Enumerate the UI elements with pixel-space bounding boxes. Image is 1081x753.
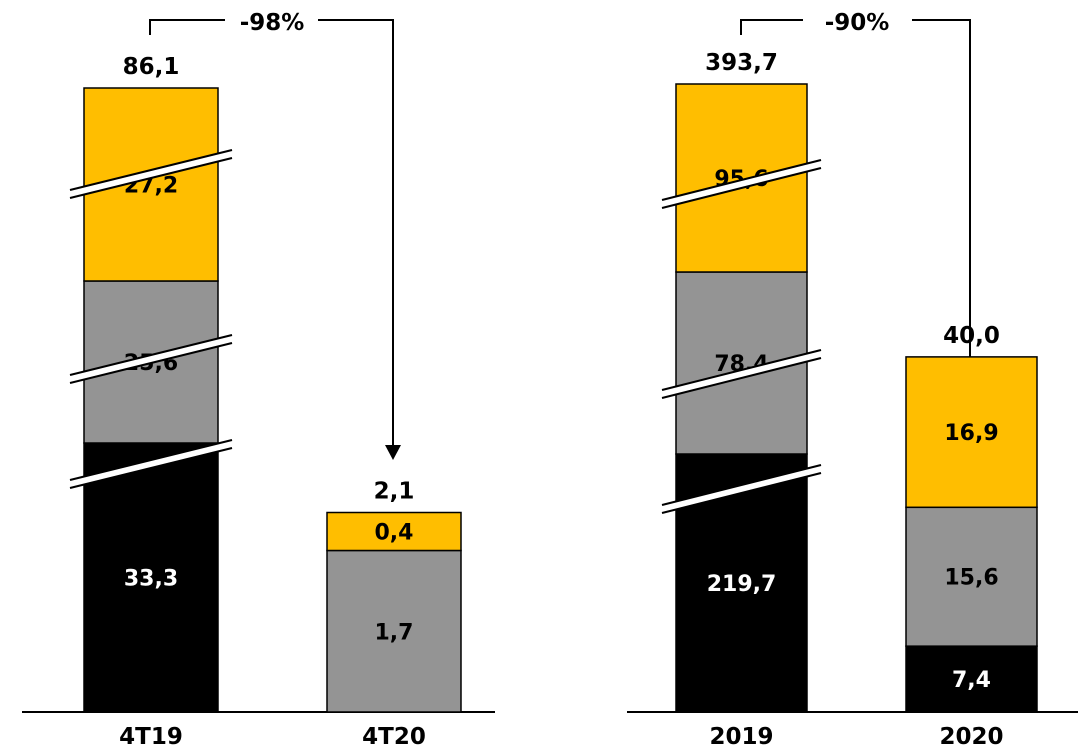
scale-break-line-upper-4T19-2 bbox=[69, 149, 233, 191]
total-label-2020: 40,0 bbox=[943, 323, 1000, 349]
bar-2020-middle bbox=[905, 506, 1038, 647]
change-arrow-left bbox=[318, 19, 394, 445]
category-label-2019: 2019 bbox=[709, 724, 773, 750]
scale-break-gap-4T19-1 bbox=[70, 335, 232, 383]
scale-break-line-upper-4T19-0 bbox=[69, 439, 233, 481]
scale-break-gap-4T19-2 bbox=[70, 150, 232, 198]
total-label-4T20: 2,1 bbox=[374, 479, 415, 505]
bar-2020-bottom bbox=[905, 645, 1038, 713]
chart-marks: 33,325,627,286,14T191,70,42,14T20219,778… bbox=[69, 50, 1038, 750]
value-label-4T20-middle: 1,7 bbox=[375, 620, 414, 645]
scale-break-line-lower-4T19-1 bbox=[69, 342, 233, 384]
scale-break-line-upper-4T19-1 bbox=[69, 334, 233, 376]
change-label-right: -90% bbox=[825, 10, 890, 36]
value-label-2020-top: 16,9 bbox=[944, 421, 998, 446]
scale-break-line-lower-4T19-2 bbox=[69, 157, 233, 199]
value-label-4T19-bottom: 33,3 bbox=[124, 567, 178, 592]
scale-break-line-lower-2019-1 bbox=[661, 357, 822, 399]
scale-break-line-lower-2019-0 bbox=[661, 472, 822, 514]
scale-break-line-lower-2019-2 bbox=[661, 167, 822, 209]
category-label-4T20: 4T20 bbox=[362, 724, 426, 750]
change-bracket-right bbox=[740, 19, 803, 35]
category-label-2020: 2020 bbox=[939, 724, 1003, 750]
scale-break-line-upper-2019-2 bbox=[661, 159, 822, 201]
bar-4T20-top bbox=[326, 511, 462, 552]
scale-break-line-lower-4T19-0 bbox=[69, 447, 233, 489]
change-arrow-right bbox=[912, 19, 971, 452]
scale-break-gap-2019-2 bbox=[662, 160, 821, 208]
scale-break-gap-2019-1 bbox=[662, 350, 821, 398]
scale-break-line-upper-2019-1 bbox=[661, 349, 822, 391]
value-label-4T20-top: 0,4 bbox=[375, 521, 414, 546]
scale-break-line-upper-2019-0 bbox=[661, 464, 822, 506]
bar-2020-top bbox=[905, 356, 1038, 509]
scale-break-gap-2019-0 bbox=[662, 465, 821, 513]
value-label-2020-middle: 15,6 bbox=[944, 566, 998, 591]
total-label-2019: 393,7 bbox=[705, 50, 778, 76]
change-label-left: -98% bbox=[240, 10, 305, 36]
change-bracket-left bbox=[149, 19, 225, 35]
value-label-2019-bottom: 219,7 bbox=[707, 572, 777, 597]
total-label-4T19: 86,1 bbox=[123, 54, 180, 80]
bar-4T19-bottom bbox=[83, 442, 219, 713]
bar-4T20-middle bbox=[326, 549, 462, 713]
scale-break-gap-4T19-0 bbox=[70, 440, 232, 488]
category-label-4T19: 4T19 bbox=[119, 724, 183, 750]
arrow-head-left bbox=[385, 445, 401, 460]
value-label-2020-bottom: 7,4 bbox=[952, 668, 991, 693]
